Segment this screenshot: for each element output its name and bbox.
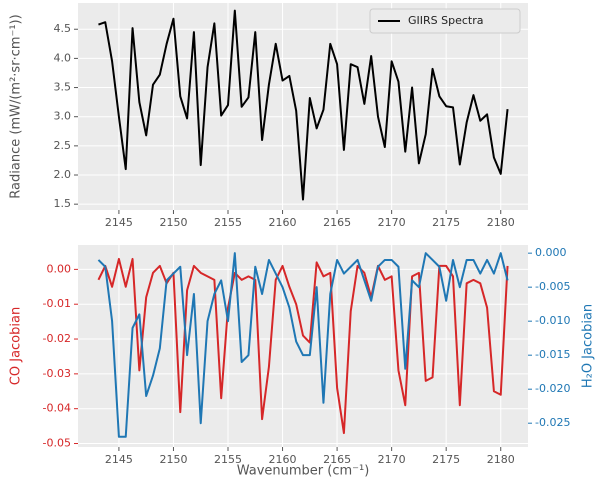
legend-box xyxy=(369,8,521,34)
series-line xyxy=(97,252,509,438)
y-tick-label: 3.0 xyxy=(54,110,72,123)
x-tick-label: 2160 xyxy=(269,453,297,466)
y-axis-label: CO Jacobian xyxy=(9,307,24,385)
y-tick-label: 0.00 xyxy=(47,262,72,275)
x-tick-label: 2170 xyxy=(378,453,406,466)
x-tick-label: 2150 xyxy=(159,453,187,466)
y-tick-label: 1.5 xyxy=(54,197,72,210)
x-tick-label: 2180 xyxy=(487,453,515,466)
y-tick-label: -0.04 xyxy=(43,402,71,415)
y-tick-label: 4.0 xyxy=(54,51,72,64)
x-tick-label: 2165 xyxy=(323,216,351,229)
x-tick-label: 2145 xyxy=(105,453,133,466)
y-tick-label: 4.5 xyxy=(54,22,72,35)
y2-tick-label: 0.000 xyxy=(535,246,567,259)
x-tick-label: 2150 xyxy=(159,216,187,229)
x-tick-label: 2170 xyxy=(378,216,406,229)
y-tick-label: -0.02 xyxy=(43,332,71,345)
plot-background xyxy=(78,3,528,210)
x-tick-label: 2155 xyxy=(214,216,242,229)
x-axis-label: Wavenumber (cm⁻¹) xyxy=(237,464,370,479)
y2-tick-label: -0.005 xyxy=(535,280,570,293)
x-tick-label: 2160 xyxy=(269,216,297,229)
y-axis-label: Radiance (mW/(m²·sr·cm⁻¹)) xyxy=(9,14,24,198)
y-tick-label: -0.03 xyxy=(43,367,71,380)
y2-tick-label: -0.020 xyxy=(535,382,570,395)
y2-axis-label: H₂O Jacobian xyxy=(581,304,596,388)
series-line xyxy=(98,9,509,201)
y-tick-label: -0.05 xyxy=(43,437,71,450)
x-tick-label: 2175 xyxy=(432,216,460,229)
x-tick-label: 2145 xyxy=(105,216,133,229)
x-tick-label: 2175 xyxy=(432,453,460,466)
y2-tick-label: -0.025 xyxy=(535,416,570,429)
y-tick-label: 3.5 xyxy=(54,81,72,94)
y2-tick-label: -0.015 xyxy=(535,348,570,361)
x-tick-label: 2180 xyxy=(487,216,515,229)
x-tick-label: 2165 xyxy=(323,453,351,466)
y2-tick-label: -0.010 xyxy=(535,314,570,327)
plot-background xyxy=(78,245,528,447)
y-tick-label: -0.01 xyxy=(43,297,71,310)
y-tick-label: 2.5 xyxy=(54,139,72,152)
legend-label: GIIRS Spectra xyxy=(408,14,484,27)
y-tick-label: 2.0 xyxy=(54,168,72,181)
x-tick-label: 2155 xyxy=(214,453,242,466)
